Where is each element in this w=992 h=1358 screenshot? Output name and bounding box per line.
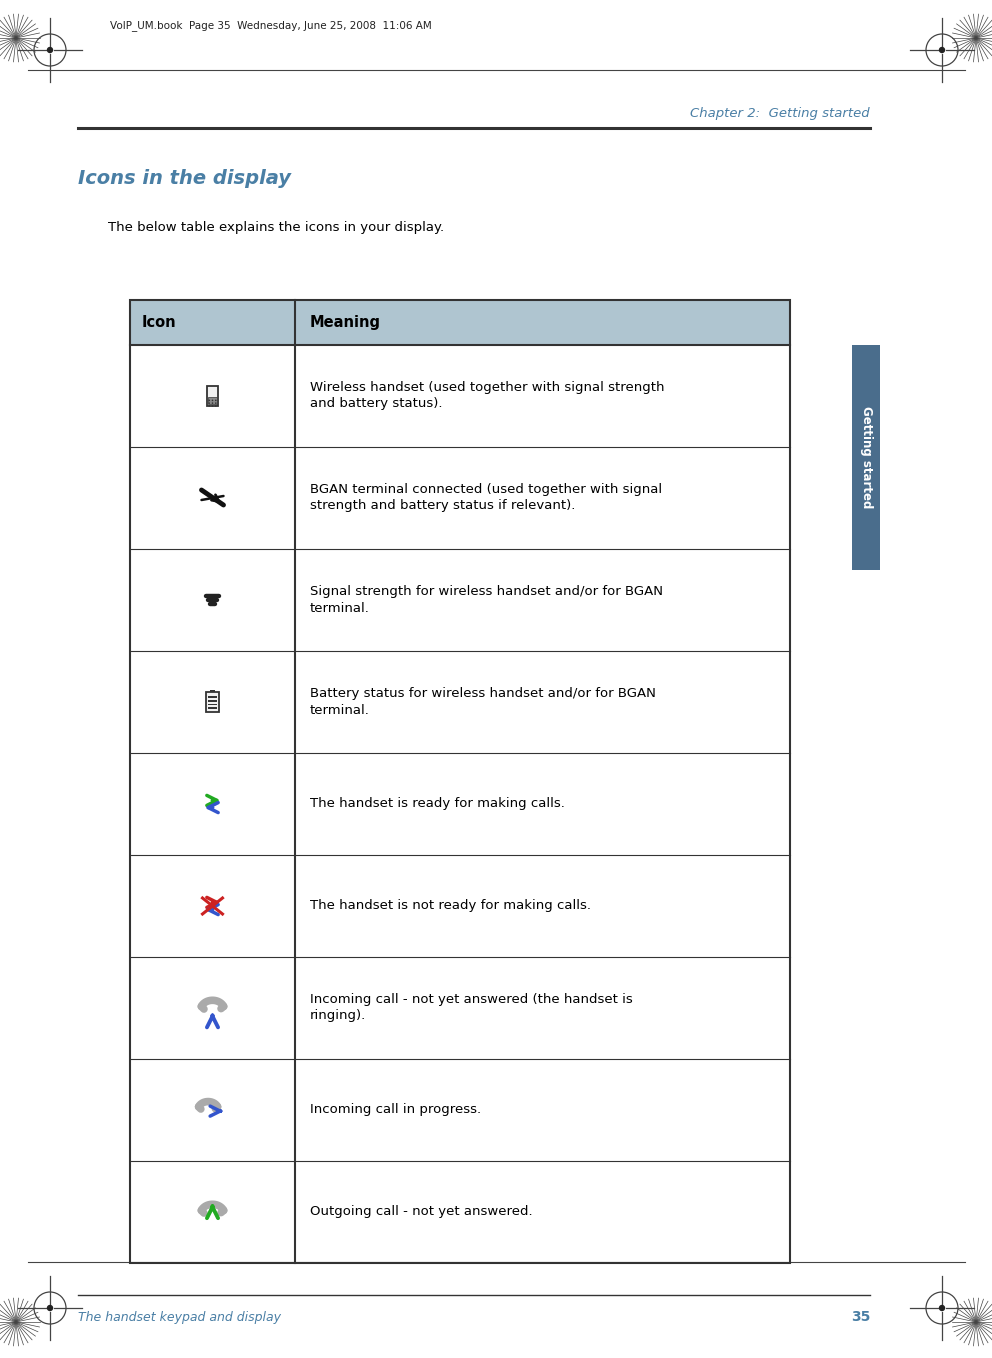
Text: Chapter 2:  Getting started: Chapter 2: Getting started — [690, 107, 870, 121]
Text: BGAN terminal connected (used together with signal: BGAN terminal connected (used together w… — [310, 483, 662, 497]
Bar — [852, 345, 880, 570]
Bar — [208, 708, 217, 709]
Bar — [130, 300, 790, 1263]
Text: and battery status).: and battery status). — [310, 398, 442, 410]
Bar — [208, 703, 217, 705]
Text: Outgoing call - not yet answered.: Outgoing call - not yet answered. — [310, 1206, 533, 1218]
Text: The handset keypad and display: The handset keypad and display — [78, 1310, 281, 1324]
Text: Meaning: Meaning — [310, 315, 381, 330]
Text: terminal.: terminal. — [310, 703, 370, 717]
Circle shape — [211, 405, 213, 406]
Text: The below table explains the icons in your display.: The below table explains the icons in yo… — [108, 221, 444, 235]
Text: The handset is not ready for making calls.: The handset is not ready for making call… — [310, 899, 591, 913]
Text: terminal.: terminal. — [310, 602, 370, 615]
Circle shape — [48, 1305, 53, 1310]
Circle shape — [939, 1305, 944, 1310]
Text: strength and battery status if relevant).: strength and battery status if relevant)… — [310, 500, 575, 512]
Text: ringing).: ringing). — [310, 1009, 366, 1023]
Bar — [130, 300, 790, 345]
Circle shape — [215, 399, 216, 401]
Circle shape — [48, 48, 53, 53]
Text: Incoming call - not yet answered (the handset is: Incoming call - not yet answered (the ha… — [310, 994, 633, 1006]
Text: Signal strength for wireless handset and/or for BGAN: Signal strength for wireless handset and… — [310, 585, 663, 599]
Bar — [209, 690, 215, 693]
Text: Incoming call in progress.: Incoming call in progress. — [310, 1104, 481, 1116]
Circle shape — [208, 399, 210, 401]
Text: Icon: Icon — [142, 315, 177, 330]
Text: The handset is ready for making calls.: The handset is ready for making calls. — [310, 797, 564, 811]
Bar — [205, 693, 219, 712]
Text: Icons in the display: Icons in the display — [78, 168, 291, 187]
Text: Wireless handset (used together with signal strength: Wireless handset (used together with sig… — [310, 382, 665, 395]
Bar — [206, 386, 218, 406]
Text: VoIP_UM.book  Page 35  Wednesday, June 25, 2008  11:06 AM: VoIP_UM.book Page 35 Wednesday, June 25,… — [110, 20, 432, 31]
Circle shape — [211, 399, 213, 401]
Text: Battery status for wireless handset and/or for BGAN: Battery status for wireless handset and/… — [310, 687, 656, 701]
Text: Getting started: Getting started — [859, 406, 873, 509]
Bar — [208, 697, 217, 698]
Text: 35: 35 — [850, 1310, 870, 1324]
Bar — [208, 397, 216, 405]
Circle shape — [211, 402, 213, 403]
Bar — [208, 699, 217, 702]
Circle shape — [215, 402, 216, 403]
Circle shape — [208, 402, 210, 403]
Circle shape — [939, 48, 944, 53]
Circle shape — [208, 405, 210, 406]
Circle shape — [215, 405, 216, 406]
